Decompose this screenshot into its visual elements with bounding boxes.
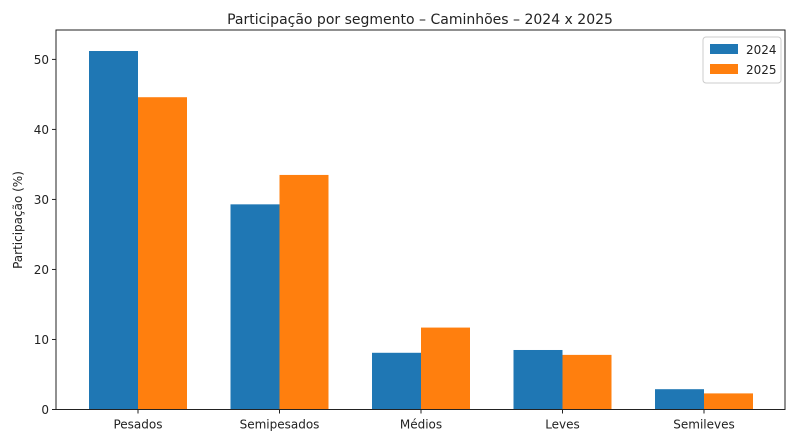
legend-swatch-2024	[710, 44, 738, 54]
legend-label-2025: 2025	[746, 63, 777, 77]
y-tick-label: 30	[34, 193, 49, 207]
bar-2025-pesados	[138, 97, 187, 410]
legend-label-2024: 2024	[746, 43, 777, 57]
x-tick-label: Semileves	[673, 418, 734, 432]
y-tick-label: 50	[34, 53, 49, 67]
bar-2025-leves	[562, 354, 612, 410]
bar-2024-médios	[372, 352, 421, 410]
bar-2024-semipesados	[230, 204, 280, 410]
x-tick-label: Semipesados	[240, 418, 320, 432]
y-tick-label: 0	[41, 403, 49, 417]
bar-2025-semipesados	[279, 174, 329, 410]
y-tick-label: 10	[34, 333, 49, 347]
legend-swatch-2025	[710, 64, 738, 74]
bar-2025-semileves	[704, 393, 753, 410]
bar-2025-médios	[421, 327, 470, 410]
y-tick-label: 20	[34, 263, 49, 277]
bar-2024-pesados	[89, 51, 138, 410]
y-tick-label: 40	[34, 123, 49, 137]
chart-title: Participação por segmento – Caminhões – …	[227, 12, 613, 28]
x-tick-label: Pesados	[113, 418, 162, 432]
bar-2024-leves	[513, 349, 563, 410]
bar-2024-semileves	[655, 389, 704, 410]
y-axis-label: Participação (%)	[11, 171, 25, 269]
plot-frame	[55, 29, 786, 410]
legend: 2024 2025	[702, 36, 782, 84]
x-tick-label: Leves	[545, 418, 580, 432]
x-tick-label: Médios	[400, 418, 442, 432]
